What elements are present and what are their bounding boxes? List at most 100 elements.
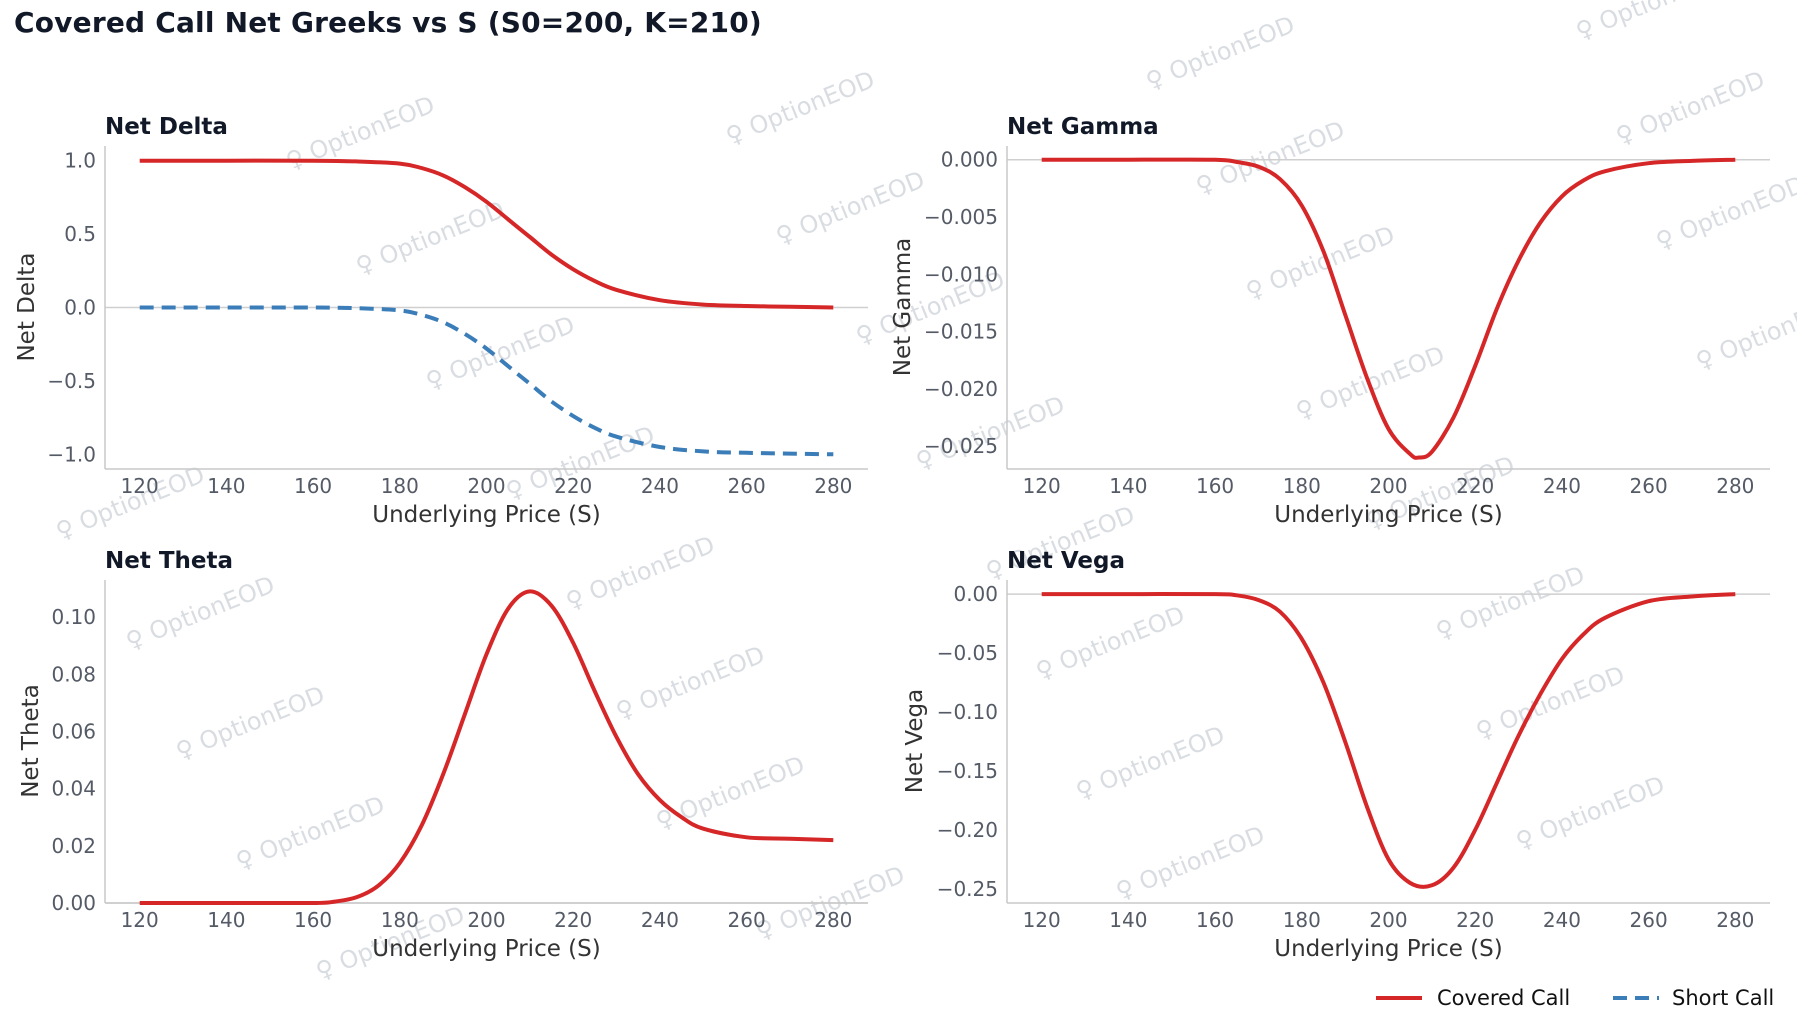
x-tick-label: 260: [728, 474, 766, 498]
panel-gamma: Net Gamma 120 140 160 180 200 220 240 260 280 0.00…: [890, 114, 1770, 528]
x-tick-label: 280: [814, 474, 852, 498]
x-tick-label: 260: [1630, 474, 1668, 498]
legend: Covered Call Short Call: [1376, 986, 1774, 1010]
x-tick-label: 120: [1023, 908, 1061, 932]
y-tick-label: 0.10: [51, 605, 96, 629]
watermark-text: ♀ OptionEOD: [1242, 220, 1399, 305]
x-tick-label: 200: [1369, 474, 1407, 498]
x-tick-label: 260: [1630, 908, 1668, 932]
x-tick-label: 180: [381, 474, 419, 498]
watermark-text: ♀ OptionEOD: [1612, 65, 1769, 150]
y-tick-label: 0.5: [64, 222, 96, 246]
legend-label-covered-call: Covered Call: [1437, 986, 1570, 1010]
x-tick-label: 180: [381, 908, 419, 932]
y-tick-label: −0.020: [924, 377, 998, 401]
x-tick-label: 280: [814, 908, 852, 932]
y-tick-label: −0.025: [924, 434, 998, 458]
x-tick-label: 140: [1109, 908, 1147, 932]
panel-title-theta: Net Theta: [105, 548, 233, 574]
panel-title-vega: Net Vega: [1007, 548, 1125, 574]
panel-delta: Net Delta 120 140 160 180 200 220 240 260 280 1.0 0…: [14, 114, 868, 528]
y-tick-label: 0.000: [941, 148, 998, 172]
x-tick-label: 240: [1543, 908, 1581, 932]
watermark-text: ♀ OptionEOD: [352, 195, 509, 280]
x-tick-label: 180: [1283, 908, 1321, 932]
watermark-text: ♀ OptionEOD: [172, 680, 329, 765]
x-tick-label: 140: [207, 908, 245, 932]
panel-title-delta: Net Delta: [105, 114, 228, 140]
watermark-text: ♀ OptionEOD: [1032, 600, 1189, 685]
y-tick-label: 0.02: [51, 834, 96, 858]
y-tick-label: −0.005: [924, 205, 998, 229]
watermark-text: ♀ OptionEOD: [1692, 290, 1797, 375]
panel-theta: Net Theta 120 140 160 180 200 220 240 260 280 0.00…: [18, 548, 868, 962]
y-tick-label: 0.00: [51, 891, 96, 915]
y-tick-label: 0.0: [64, 296, 96, 320]
series-line-short-call: [139, 305, 834, 457]
series-line-covered-call: [1041, 592, 1736, 889]
x-tick-label: 200: [467, 474, 505, 498]
x-axis-label: Underlying Price (S): [1274, 502, 1502, 528]
x-tick-label: 280: [1716, 908, 1754, 932]
watermark-text: ♀ OptionEOD: [912, 390, 1069, 475]
series-line-covered-call: [139, 589, 834, 906]
y-tick-label: 0.00: [953, 582, 998, 606]
watermark-text: ♀ OptionEOD: [722, 65, 879, 150]
panels-layer: Net Delta 120 140 160 180 200 220 240 260 280 1.0 0…: [14, 114, 1770, 962]
watermark-text: ♀ OptionEOD: [652, 750, 809, 835]
x-tick-label: 180: [1283, 474, 1321, 498]
x-tick-label: 140: [207, 474, 245, 498]
y-tick-label: 1.0: [64, 149, 96, 173]
y-tick-label: −0.015: [924, 320, 998, 344]
figure-title: Covered Call Net Greeks vs S (S0=200, K=…: [14, 6, 762, 39]
x-tick-label: 220: [1456, 474, 1494, 498]
x-tick-label: 120: [121, 908, 159, 932]
x-axis-label: Underlying Price (S): [372, 502, 600, 528]
watermark-text: ♀ OptionEOD: [122, 570, 279, 655]
watermark-text: ♀ OptionEOD: [1572, 0, 1729, 46]
x-tick-label: 280: [1716, 474, 1754, 498]
x-tick-label: 240: [1543, 474, 1581, 498]
x-tick-label: 220: [554, 474, 592, 498]
y-tick-label: 0.06: [51, 719, 96, 743]
watermark-text: ♀ OptionEOD: [1112, 820, 1269, 905]
watermark-text: ♀ OptionEOD: [612, 640, 769, 725]
x-tick-label: 120: [1023, 474, 1061, 498]
x-tick-label: 220: [1456, 908, 1494, 932]
watermark-text: ♀ OptionEOD: [422, 310, 579, 395]
watermark-text: ♀ OptionEOD: [1432, 560, 1589, 645]
watermark-text: ♀ OptionEOD: [1472, 660, 1629, 745]
y-tick-label: −0.010: [924, 262, 998, 286]
y-tick-label: −0.25: [937, 877, 998, 901]
x-tick-label: 120: [121, 474, 159, 498]
series-line-covered-call: [1041, 157, 1736, 460]
x-tick-label: 220: [554, 908, 592, 932]
x-tick-label: 160: [294, 474, 332, 498]
y-tick-label: 0.08: [51, 662, 96, 686]
x-tick-label: 260: [728, 908, 766, 932]
panel-vega: Net Vega 120 140 160 180 200 220 240 260 280 0.00 −…: [902, 548, 1770, 962]
y-tick-label: 0.04: [51, 777, 96, 801]
y-axis-label: Net Gamma: [890, 238, 916, 377]
x-tick-label: 200: [467, 908, 505, 932]
y-axis-label: Net Theta: [18, 684, 44, 798]
x-tick-label: 160: [1196, 474, 1234, 498]
x-tick-label: 140: [1109, 474, 1147, 498]
watermark-text: ♀ OptionEOD: [1142, 10, 1299, 95]
y-tick-label: −1.0: [47, 442, 96, 466]
legend-label-short-call: Short Call: [1672, 986, 1774, 1010]
series-line-covered-call: [139, 158, 834, 310]
y-tick-label: −0.15: [937, 759, 998, 783]
x-tick-label: 240: [641, 908, 679, 932]
watermark-text: ♀ OptionEOD: [1072, 720, 1229, 805]
watermark-text: ♀ OptionEOD: [1652, 170, 1797, 255]
x-axis-label: Underlying Price (S): [1274, 936, 1502, 962]
x-tick-label: 240: [641, 474, 679, 498]
y-tick-label: −0.10: [937, 700, 998, 724]
y-tick-label: −0.05: [937, 641, 998, 665]
x-axis-label: Underlying Price (S): [372, 936, 600, 962]
x-tick-label: 160: [294, 908, 332, 932]
panel-title-gamma: Net Gamma: [1007, 114, 1159, 140]
x-tick-label: 160: [1196, 908, 1234, 932]
